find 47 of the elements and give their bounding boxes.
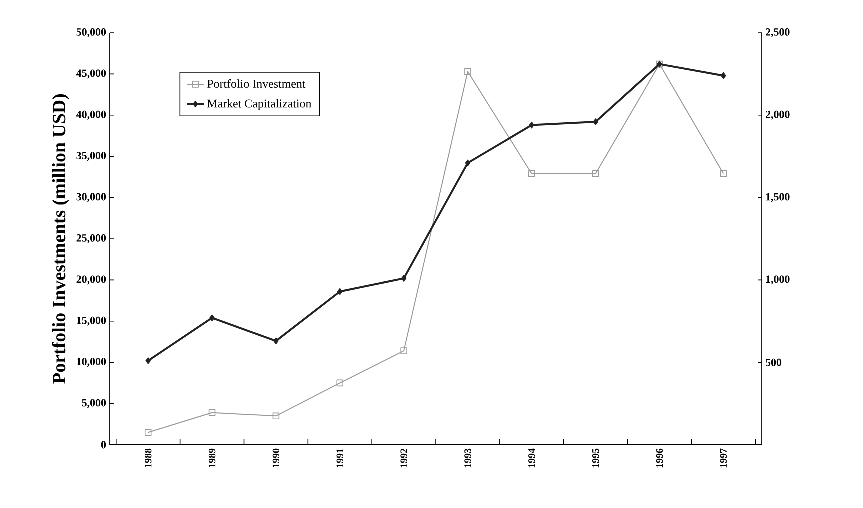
point [401,275,407,282]
x-tick-label: 1996 [656,448,664,468]
point [528,170,536,178]
y-tick-label: 5,000 [82,399,106,408]
x-tick-label: 1995 [592,448,600,468]
point [720,170,728,178]
legend-label: Market Capitalization [207,99,312,110]
point [210,314,215,322]
x-tick-label: 1993 [464,448,472,468]
point [400,348,408,354]
y-tick-label: 0 [101,441,106,449]
point [274,338,279,345]
y-tick-label: 25,000 [76,234,106,244]
y-tick-label: 20,000 [76,276,106,285]
y2-tick-label: 2,000 [766,110,790,120]
y-tick-label: 30,000 [76,193,106,202]
point [593,118,598,126]
x-tick-label: 1988 [144,448,152,468]
y2-tick-label: 1,000 [766,276,790,285]
point [529,122,535,129]
x-tick-label: 1990 [272,448,280,468]
point [721,72,726,80]
y-tick-label: 15,000 [77,316,106,326]
x-tick-label: 1991 [336,449,344,468]
point [465,160,471,167]
point [464,68,472,76]
point [337,288,343,296]
x-tick-label: 1992 [400,448,408,468]
x-tick-label: 1994 [528,448,536,468]
y-tick-label: 10,000 [77,358,106,368]
y-tick-label: 40,000 [76,110,106,120]
y2-tick-label: 1,500 [766,193,790,202]
point [208,409,216,416]
y-tick-label: 50,000 [76,28,106,38]
x-tick-label: 1997 [720,448,727,468]
x-tick-label: 1989 [208,448,216,468]
y2-tick-label: 2,500 [766,28,790,38]
y-axis-title: Portfolio Investments (million USD) [52,94,70,384]
point [592,170,600,178]
point [272,412,280,420]
point [144,429,152,436]
legend-label: Portfolio Investment [207,80,306,88]
point [336,380,344,387]
y-tick-label: 45,000 [76,70,106,79]
y2-tick-label: 500 [766,358,782,366]
point [146,358,151,364]
y-tick-label: 35,000 [76,152,106,162]
